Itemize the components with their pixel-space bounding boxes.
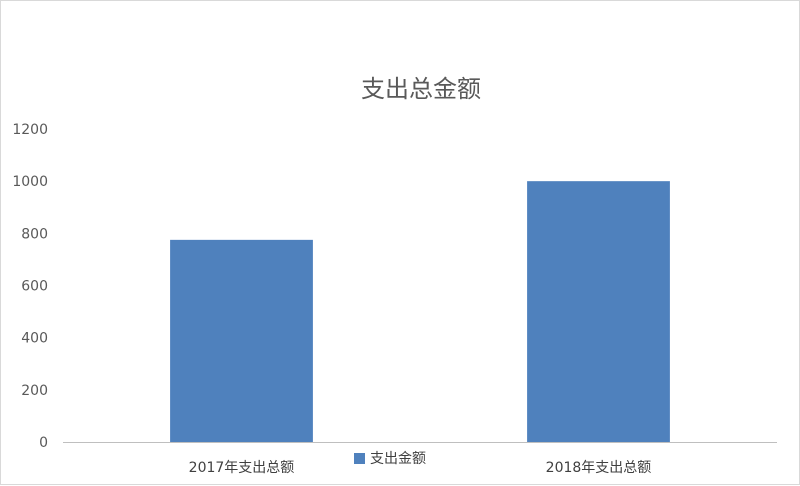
x-tick-label: 2018年支出总额 [546,460,652,476]
x-tick-label: 2017年支出总额 [189,460,295,476]
legend-swatch [354,453,365,464]
y-tick-label: 200 [21,383,48,399]
legend: 支出金额 [354,451,426,467]
x-axis: 2017年支出总额 2018年支出总额 [189,460,652,476]
y-tick-label: 600 [21,279,48,295]
legend-label: 支出金额 [370,451,426,467]
y-tick-label: 1200 [12,122,48,138]
bar-series [170,181,670,442]
bar [527,181,670,442]
y-axis: 0 200 400 600 800 1000 1200 [12,122,48,451]
y-tick-label: 0 [39,435,48,451]
y-tick-label: 800 [21,226,48,242]
bar [170,239,313,442]
y-tick-label: 1000 [12,174,48,190]
y-tick-label: 400 [21,331,48,347]
chart-title: 支出总金额 [361,75,481,103]
